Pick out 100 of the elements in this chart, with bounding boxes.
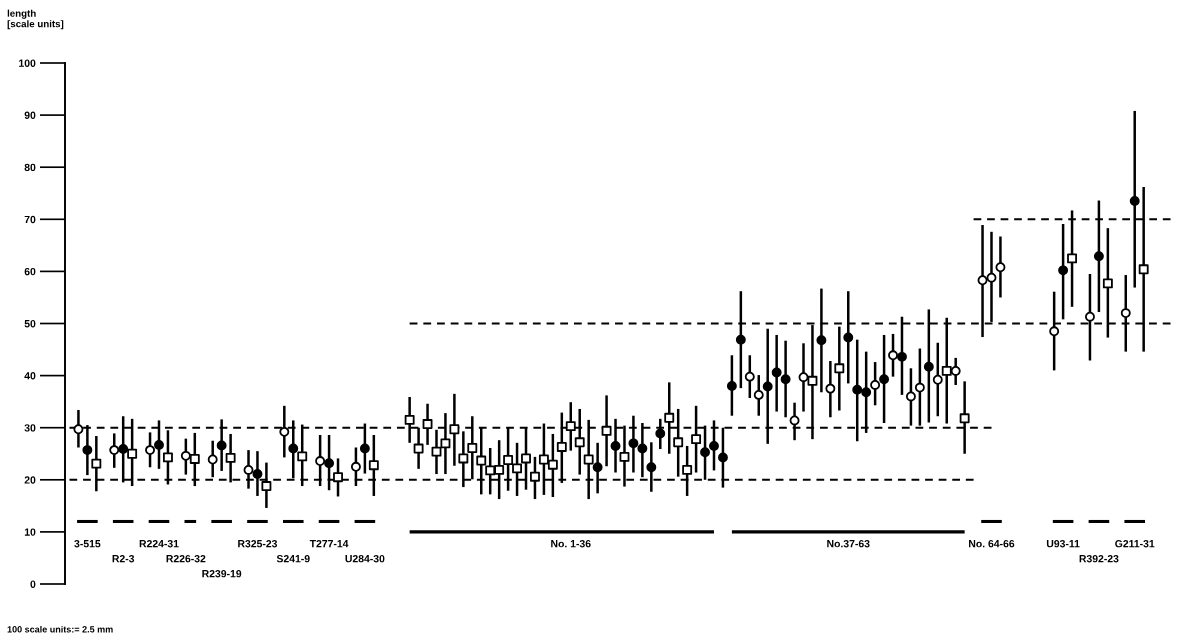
point	[673, 437, 684, 448]
point	[1058, 265, 1069, 276]
point	[162, 452, 173, 463]
x-tick-label: No. 1-36	[551, 539, 591, 548]
x-tick-label: R2-3	[112, 554, 135, 563]
point	[1067, 253, 1078, 264]
point	[512, 463, 523, 474]
point	[941, 365, 952, 376]
point	[977, 275, 988, 286]
point	[145, 445, 155, 456]
y-tick-label: 40	[24, 372, 36, 380]
x-tick-label: S241-9	[276, 554, 310, 563]
point	[744, 371, 755, 382]
point	[1049, 326, 1060, 337]
point	[189, 454, 200, 464]
point	[700, 447, 710, 458]
point	[780, 374, 791, 385]
y-tick-label: 60	[24, 267, 36, 276]
point	[888, 350, 898, 361]
point	[726, 381, 737, 391]
x-tick-label: U93-11	[1046, 539, 1080, 548]
point	[180, 450, 191, 461]
x-tick-label: R239-19	[202, 569, 242, 578]
point	[646, 462, 657, 473]
point	[905, 391, 916, 402]
point	[959, 413, 970, 424]
x-tick-label: R224-31	[139, 539, 179, 548]
point	[1120, 308, 1131, 319]
point	[610, 440, 621, 451]
y-tick-label: 30	[24, 424, 36, 432]
x-tick-label: R325-23	[238, 539, 278, 548]
point	[127, 448, 138, 459]
point	[530, 471, 540, 482]
y-tick-label: 80	[24, 163, 36, 172]
point	[932, 374, 943, 385]
point	[458, 453, 469, 464]
point	[995, 262, 1006, 273]
point	[494, 464, 505, 475]
y-tick-label: 10	[24, 528, 36, 536]
point	[440, 438, 451, 449]
x-tick-label: T277-14	[309, 539, 349, 548]
point	[870, 380, 881, 390]
y-tick-label: 100	[19, 59, 36, 67]
x-tick-label: No. 64-66	[969, 539, 1015, 548]
point	[449, 424, 460, 435]
point	[565, 421, 576, 432]
point	[368, 460, 379, 471]
point	[109, 445, 120, 456]
x-tick-label: 3-515	[74, 539, 101, 548]
point	[583, 454, 594, 465]
point	[503, 455, 514, 465]
x-tick-label: U284-30	[345, 554, 385, 563]
point	[950, 365, 961, 376]
point	[664, 412, 675, 423]
point	[422, 419, 433, 430]
point	[807, 375, 818, 386]
point	[691, 434, 702, 445]
point	[619, 451, 630, 462]
point	[843, 332, 854, 343]
point	[1102, 278, 1113, 289]
point	[1138, 264, 1149, 275]
point	[359, 443, 370, 454]
point	[118, 444, 129, 455]
point	[243, 464, 254, 475]
point	[1129, 196, 1140, 207]
point	[315, 456, 326, 466]
point	[547, 459, 558, 470]
point	[476, 455, 487, 466]
point	[324, 458, 335, 469]
point	[816, 335, 827, 346]
point	[467, 443, 478, 453]
point	[601, 425, 612, 436]
point	[852, 384, 863, 395]
y-tick-label: 90	[24, 111, 36, 119]
point	[717, 452, 728, 463]
point	[789, 415, 800, 426]
point	[709, 440, 719, 451]
x-tick-label: G211-31	[1115, 539, 1155, 548]
point	[252, 469, 263, 480]
point	[879, 374, 890, 385]
point	[538, 454, 549, 465]
point	[655, 428, 666, 439]
point	[798, 372, 809, 383]
point	[261, 481, 272, 492]
y-axis-title: length [scale units]	[7, 9, 64, 30]
point	[216, 440, 227, 451]
point	[771, 367, 782, 378]
point	[225, 452, 236, 463]
point	[431, 446, 442, 457]
point	[207, 454, 218, 465]
y-tick-label: 0	[30, 580, 36, 588]
point	[154, 439, 164, 450]
point	[350, 461, 361, 472]
point	[637, 443, 648, 454]
point	[1093, 251, 1104, 262]
point	[574, 437, 585, 448]
point	[1085, 311, 1095, 322]
point	[986, 272, 997, 283]
x-tick-label: R392-23	[1079, 554, 1119, 563]
point	[735, 334, 746, 345]
